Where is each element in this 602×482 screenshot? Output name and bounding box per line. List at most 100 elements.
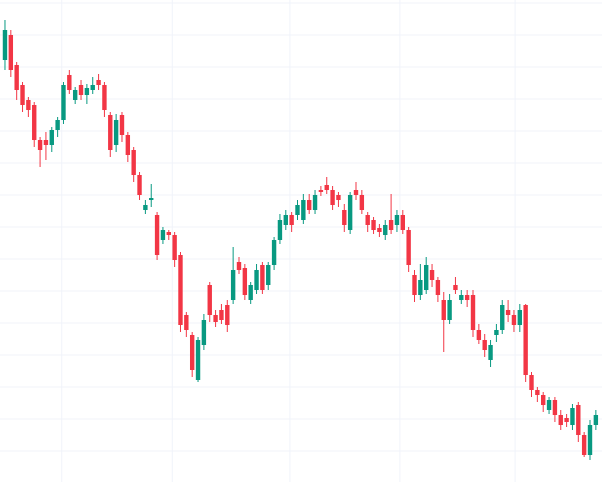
candle-body <box>295 205 300 215</box>
candle-body <box>523 305 528 375</box>
candle-body <box>306 200 312 210</box>
candle-body <box>347 195 353 230</box>
candle-body <box>441 300 446 320</box>
candle-body <box>131 150 136 175</box>
candle-body <box>43 140 49 145</box>
candle-body <box>394 215 400 225</box>
candle-body <box>78 85 84 95</box>
candle-body <box>529 375 534 390</box>
candle-body <box>342 210 347 225</box>
candle-body <box>207 285 212 315</box>
candle-body <box>2 30 8 60</box>
candle-body <box>172 235 177 260</box>
candle-body <box>470 295 476 330</box>
candle-body <box>271 240 277 265</box>
candle-body <box>371 220 376 230</box>
candle-body <box>476 330 482 340</box>
candle-body <box>125 135 131 155</box>
candle-body <box>230 270 236 300</box>
candle-body <box>377 228 382 232</box>
candle-body <box>546 400 552 410</box>
candle-body <box>189 335 195 370</box>
candle-body <box>447 300 452 320</box>
candle-body <box>576 405 581 435</box>
candle-body <box>72 90 78 100</box>
candle-body <box>178 255 183 325</box>
candle-body <box>266 265 271 285</box>
candle-body <box>8 35 14 70</box>
candle-body <box>312 195 318 210</box>
candle-body <box>260 265 265 290</box>
candle-body <box>388 220 394 230</box>
candle-body <box>453 285 458 290</box>
candle-body <box>505 310 511 315</box>
candle-body <box>184 315 189 330</box>
candle-body <box>429 270 435 280</box>
candle-body <box>113 120 119 145</box>
candle-body <box>459 295 464 300</box>
candle-body <box>20 85 25 105</box>
candle-body <box>166 232 171 235</box>
candle-body <box>488 345 493 360</box>
candle-body <box>242 268 248 295</box>
candle-body <box>49 130 54 145</box>
candle-body <box>254 270 259 290</box>
candle-body <box>400 215 405 230</box>
candle-body <box>149 198 154 200</box>
candle-body <box>201 320 207 345</box>
candle-body <box>500 305 505 330</box>
candle-body <box>587 425 593 455</box>
candle-body <box>464 295 470 300</box>
candle-body <box>67 75 72 90</box>
candle-body <box>558 415 563 425</box>
candle-body <box>383 225 388 235</box>
candle-body <box>423 265 429 290</box>
candle-body <box>160 230 166 240</box>
candle-body <box>564 418 569 422</box>
candle-body <box>353 190 359 195</box>
candle-body <box>37 140 43 150</box>
candle-body <box>418 280 423 295</box>
candle-body <box>435 280 441 295</box>
candle-body <box>318 190 324 192</box>
candle-body <box>541 395 546 405</box>
candle-body <box>61 85 66 120</box>
candle-body <box>552 400 558 415</box>
candle-body <box>412 275 417 295</box>
candle-body <box>225 305 230 325</box>
candle-body <box>14 65 19 90</box>
candle-body <box>336 195 341 200</box>
candle-body <box>137 175 142 195</box>
candle-body <box>570 408 575 425</box>
candle-body <box>301 200 306 220</box>
candle-body <box>213 315 218 322</box>
candle-body <box>55 120 60 130</box>
candle-body <box>535 390 540 395</box>
candle-body <box>108 115 113 150</box>
candle-body <box>32 105 37 140</box>
candle-body <box>119 115 125 135</box>
candle-body <box>26 100 31 110</box>
candle-body <box>154 215 160 255</box>
candle-body <box>277 220 283 240</box>
candle-body <box>593 415 599 425</box>
candle-body <box>330 190 335 205</box>
candle-body <box>289 215 294 225</box>
candle-body <box>581 435 587 455</box>
candle-body <box>283 215 288 225</box>
candle-body <box>324 185 329 190</box>
candle-body <box>90 85 95 90</box>
candle-body <box>84 88 90 95</box>
candle-body <box>517 310 523 325</box>
candle-body <box>482 340 487 350</box>
candle-body <box>365 215 370 225</box>
candle-body <box>195 340 201 380</box>
candle-body <box>406 230 411 265</box>
candle-body <box>494 330 499 335</box>
candle-body <box>143 205 148 210</box>
candle-body <box>248 285 253 300</box>
candle-body <box>236 262 242 270</box>
candle-body <box>219 310 224 320</box>
